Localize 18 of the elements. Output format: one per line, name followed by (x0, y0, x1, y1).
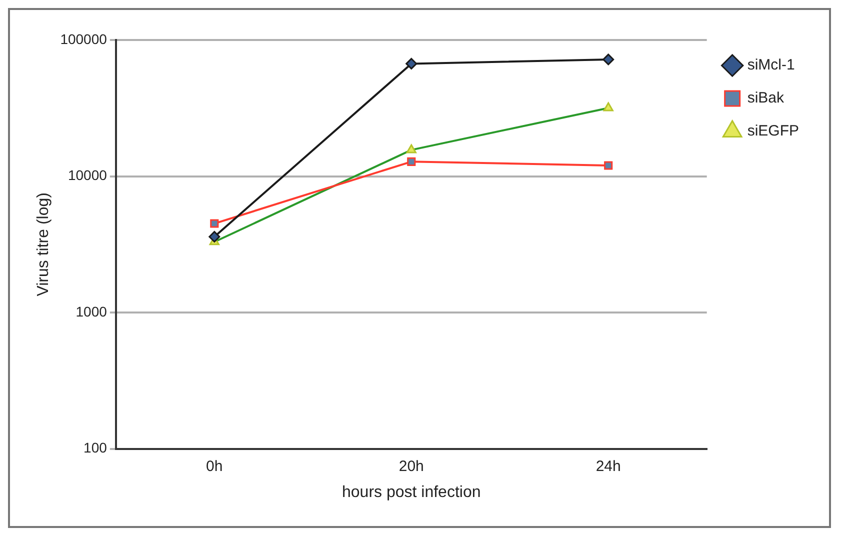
y-axis-title: Virus titre (log) (35, 192, 52, 296)
x-tick-label: 0h (206, 458, 223, 475)
y-tick-label: 100 (84, 440, 108, 456)
legend-label: siBak (747, 90, 785, 107)
point (208, 230, 220, 242)
legend-label: siMcl-1 (747, 56, 795, 74)
point (604, 161, 613, 170)
x-axis-title: hours post infection (342, 484, 481, 501)
x-tick-label: 20h (398, 458, 424, 475)
y-tick-label: 1000 (76, 303, 108, 320)
point (210, 219, 219, 228)
point (407, 157, 416, 166)
y-tick-label: 10000 (68, 167, 108, 184)
x-tick-label: 24h (596, 458, 621, 475)
point (602, 54, 614, 66)
y-tick-label: 100000 (60, 30, 108, 47)
point (406, 58, 418, 70)
legend-label: siEGFP (747, 122, 800, 140)
